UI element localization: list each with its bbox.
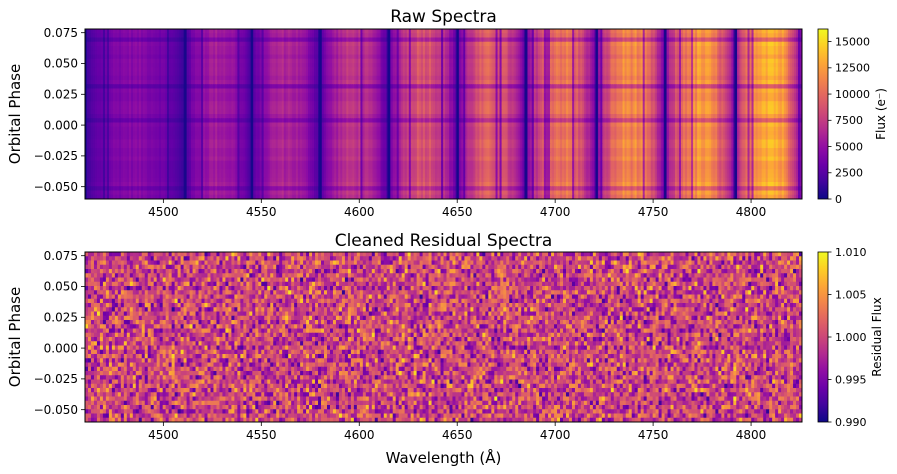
raw-spectra-colorbar-label: Flux (e⁻) <box>874 88 888 140</box>
order-gap <box>250 29 254 199</box>
order-gap <box>387 29 391 199</box>
residual-spectra-ytick-label: 0.075 <box>44 249 78 263</box>
residual-spectra-frame <box>84 251 803 423</box>
residual-spectra-ylabel: Orbital Phase <box>6 287 24 387</box>
residual-spectra-xtick-label: 4550 <box>246 428 277 442</box>
raw-spectra-xtick-label: 4700 <box>540 205 571 219</box>
residual-spectra-heatmap <box>85 252 802 422</box>
spectral-order <box>596 29 666 199</box>
residual-spectra-ytick-label: 0.000 <box>44 341 78 355</box>
residual-spectra-colorbar-tick-label: 0.995 <box>835 373 867 386</box>
spectral-order <box>664 29 736 199</box>
order-gap <box>595 29 598 199</box>
raw-spectra-heatmap <box>85 29 802 199</box>
raw-spectra-colorbar-tick-label: 0 <box>835 193 842 206</box>
raw-spectra-title: Raw Spectra <box>390 7 497 27</box>
raw-spectra-ytick-label: −0.025 <box>34 149 78 163</box>
order-gap <box>456 29 459 199</box>
residual-spectra-xtick-label: 4600 <box>344 428 375 442</box>
residual-spectra-xlabel: Wavelength (Å) <box>386 448 502 467</box>
raw-spectra-colorbar: 0 2500 5000 7500 10000 12500 15000 Flux (e⁻) <box>817 28 888 206</box>
raw-spectra-colorbar-gradient <box>818 29 828 199</box>
residual-spectra-colorbar-tick-label: 1.000 <box>835 331 867 344</box>
order-gap <box>184 29 187 199</box>
residual-spectra-colorbar-tick-label: 1.005 <box>835 288 867 301</box>
spectral-order <box>457 29 527 199</box>
spectral-order <box>525 29 597 199</box>
order-gap <box>85 29 87 199</box>
residual-spectra-xtick-label: 4500 <box>148 428 179 442</box>
raw-spectra-panel: Raw Spectra 4500 4550 4600 4650 4700 4750 4800… <box>6 7 888 219</box>
raw-spectra-xtick-label: 4800 <box>736 205 767 219</box>
residual-spectra-xtick-label: 4800 <box>736 428 767 442</box>
raw-spectra-xtick-label: 4600 <box>344 205 375 219</box>
residual-spectra-title: Cleaned Residual Spectra <box>335 231 553 251</box>
raw-spectra-xtick-label: 4750 <box>638 205 669 219</box>
residual-spectra-colorbar-tick-label: 1.010 <box>835 246 867 259</box>
raw-spectra-xtick-label: 4500 <box>148 205 179 219</box>
raw-spectra-frame <box>84 28 803 200</box>
spectral-order <box>85 29 186 199</box>
raw-spectra-ylabel: Orbital Phase <box>6 64 24 164</box>
residual-spectra-colorbar-gradient <box>818 252 828 422</box>
spectral-order <box>388 29 458 199</box>
raw-spectra-xtick-label: 4550 <box>246 205 277 219</box>
residual-spectra-ytick-label: 0.025 <box>44 310 78 324</box>
raw-spectra-ytick-label: 0.025 <box>44 87 78 101</box>
raw-spectra-colorbar-tick-label: 10000 <box>835 88 870 101</box>
residual-spectra-colorbar-tick-label: 0.990 <box>835 416 867 429</box>
raw-spectra-xtick-label: 4650 <box>442 205 473 219</box>
residual-spectra-ytick-label: −0.025 <box>34 372 78 386</box>
order-gap <box>319 29 322 199</box>
raw-spectra-colorbar-tick-label: 15000 <box>835 35 870 48</box>
residual-spectra-xtick-label: 4650 <box>442 428 473 442</box>
raw-spectra-colorbar-tick-label: 12500 <box>835 62 870 75</box>
residual-spectra-ytick-label: 0.050 <box>44 280 78 294</box>
raw-spectra-colorbar-tick-label: 2500 <box>835 167 863 180</box>
raw-spectra-ytick-label: 0.050 <box>44 57 78 71</box>
residual-spectra-xtick-label: 4700 <box>540 428 571 442</box>
residual-spectra-xtick-label: 4750 <box>638 428 669 442</box>
order-gap <box>524 29 528 199</box>
spectral-order <box>320 29 390 199</box>
raw-spectra-ytick-label: 0.075 <box>44 26 78 40</box>
raw-spectra-colorbar-tick-label: 7500 <box>835 114 863 127</box>
order-gap <box>664 29 667 199</box>
residual-spectra-panel: Cleaned Residual Spectra 4500 4550 4600 465… <box>6 231 884 467</box>
spectral-order <box>735 29 802 199</box>
raw-spectra-ytick-label: −0.050 <box>34 180 78 194</box>
raw-spectra-ytick-label: 0.000 <box>44 118 78 132</box>
residual-spectra-ytick-label: −0.050 <box>34 403 78 417</box>
raw-spectra-colorbar-tick-label: 5000 <box>835 140 863 153</box>
order-gap <box>734 29 737 199</box>
residual-spectra-colorbar: 0.990 0.995 1.000 1.005 1.010 Residual Flux <box>817 246 884 429</box>
residual-spectra-colorbar-label: Residual Flux <box>870 297 884 376</box>
spectral-order <box>184 29 253 199</box>
spectral-order <box>251 29 321 199</box>
